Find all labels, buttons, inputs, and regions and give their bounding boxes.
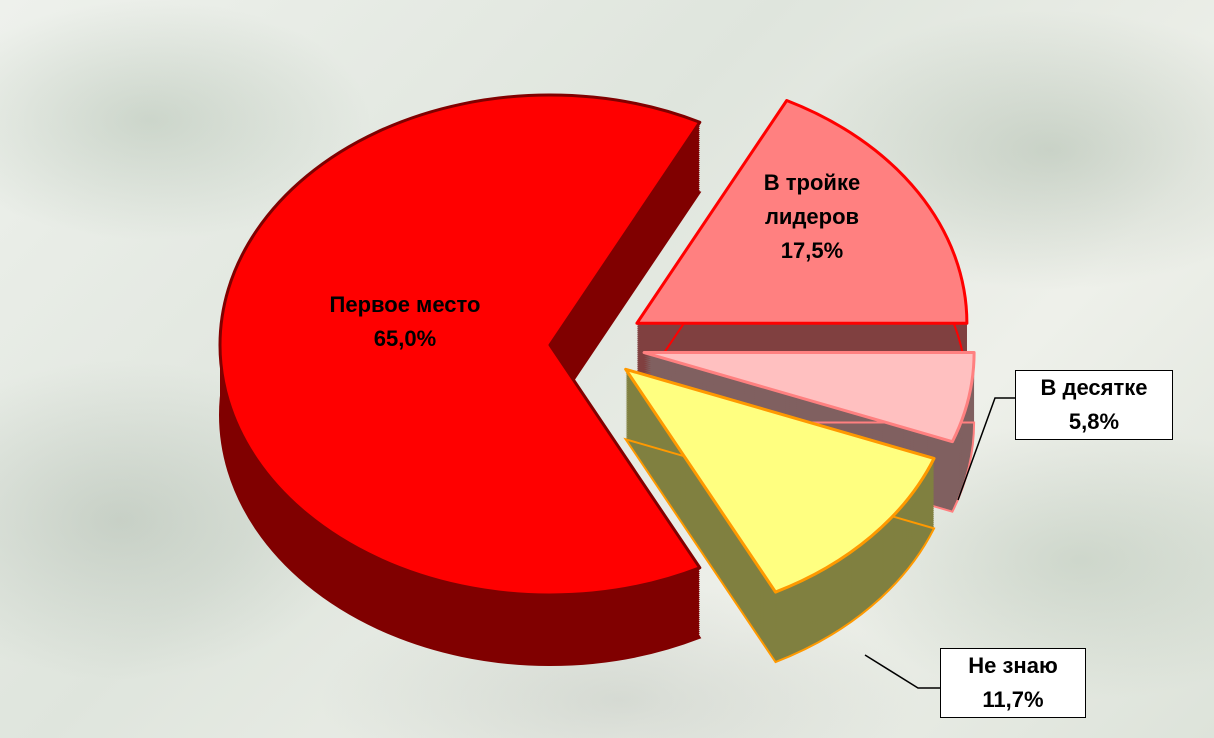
value-label: 65,0% [270,322,540,356]
category-label: Первое место [270,288,540,322]
category-label: В десятке [1016,371,1172,405]
pie-canvas [0,0,1214,738]
value-label: 17,5% [722,234,902,268]
value-label: 5,8% [1016,405,1172,439]
leader-line [865,655,940,688]
chart: Первое место65,0%В тройке лидеров17,5%В … [0,0,1214,738]
category-label: В тройке лидеров [722,166,902,234]
category-label: Не знаю [941,649,1085,683]
value-label: 11,7% [941,683,1085,717]
